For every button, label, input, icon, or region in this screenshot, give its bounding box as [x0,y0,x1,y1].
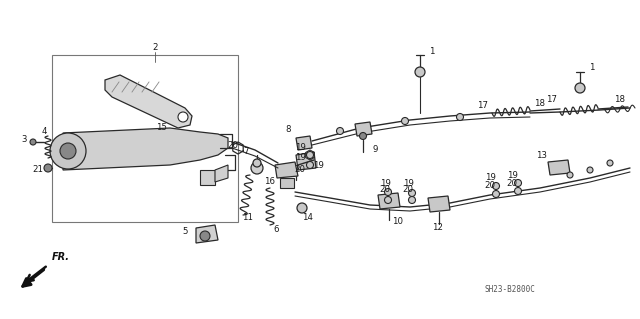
Text: 20: 20 [294,166,305,174]
Circle shape [307,152,314,159]
Circle shape [178,112,188,122]
Text: 19: 19 [507,170,517,180]
Polygon shape [275,162,298,178]
Text: 20: 20 [506,179,518,188]
Circle shape [30,139,36,145]
Circle shape [493,182,499,189]
Circle shape [251,162,263,174]
Text: 20: 20 [403,186,413,195]
Circle shape [607,160,613,166]
Text: 7: 7 [243,147,249,157]
Circle shape [456,114,463,121]
Bar [52,55,238,222]
Text: 18: 18 [614,95,625,105]
Circle shape [337,128,344,135]
Text: 20: 20 [380,186,390,195]
Text: 14: 14 [303,213,314,222]
Text: 19: 19 [403,179,413,188]
Circle shape [44,164,52,172]
Text: 4: 4 [41,128,47,137]
Circle shape [360,132,367,139]
Circle shape [385,189,392,196]
Polygon shape [296,152,316,170]
Circle shape [401,117,408,124]
Text: 11: 11 [243,213,253,222]
Text: 19: 19 [312,161,323,170]
Circle shape [253,159,261,167]
Text: 5: 5 [182,227,188,236]
Circle shape [408,197,415,204]
Polygon shape [200,170,215,185]
Polygon shape [196,225,218,243]
Text: 15: 15 [157,123,168,132]
Polygon shape [215,165,228,182]
Text: 1: 1 [589,63,595,72]
Text: 19: 19 [484,173,495,182]
Text: 19: 19 [294,144,305,152]
Text: 9: 9 [372,145,378,154]
Circle shape [587,167,593,173]
Circle shape [408,189,415,197]
Text: 17: 17 [547,95,557,105]
Circle shape [297,203,307,213]
Bar [280,178,294,188]
Text: 16: 16 [264,177,275,187]
Circle shape [567,172,573,178]
Text: 10: 10 [392,218,403,226]
Text: 19: 19 [294,153,305,162]
Polygon shape [355,122,372,136]
Text: 18: 18 [534,99,545,108]
Circle shape [515,180,522,187]
Text: 8: 8 [285,125,291,135]
Text: FR.: FR. [52,252,70,262]
Circle shape [307,161,314,168]
Polygon shape [105,75,192,128]
Polygon shape [378,193,400,209]
Circle shape [493,190,499,197]
Text: 21: 21 [33,166,44,174]
Text: 2: 2 [152,43,157,53]
Text: 19: 19 [380,179,390,188]
Circle shape [515,188,522,195]
Text: 13: 13 [536,151,547,160]
Circle shape [50,133,86,169]
Circle shape [200,231,210,241]
Circle shape [385,197,392,204]
Text: 6: 6 [273,226,279,234]
Text: 1: 1 [429,48,435,56]
Text: 12: 12 [433,224,444,233]
Polygon shape [548,160,570,175]
Circle shape [575,83,585,93]
Polygon shape [296,136,312,150]
Text: 20: 20 [484,181,495,189]
Text: 20: 20 [227,140,239,150]
Text: 3: 3 [21,136,27,145]
Polygon shape [428,196,450,212]
Text: 17: 17 [477,100,488,109]
Polygon shape [63,128,228,170]
Circle shape [415,67,425,77]
Text: SH23-B2800C: SH23-B2800C [484,286,536,294]
Circle shape [60,143,76,159]
